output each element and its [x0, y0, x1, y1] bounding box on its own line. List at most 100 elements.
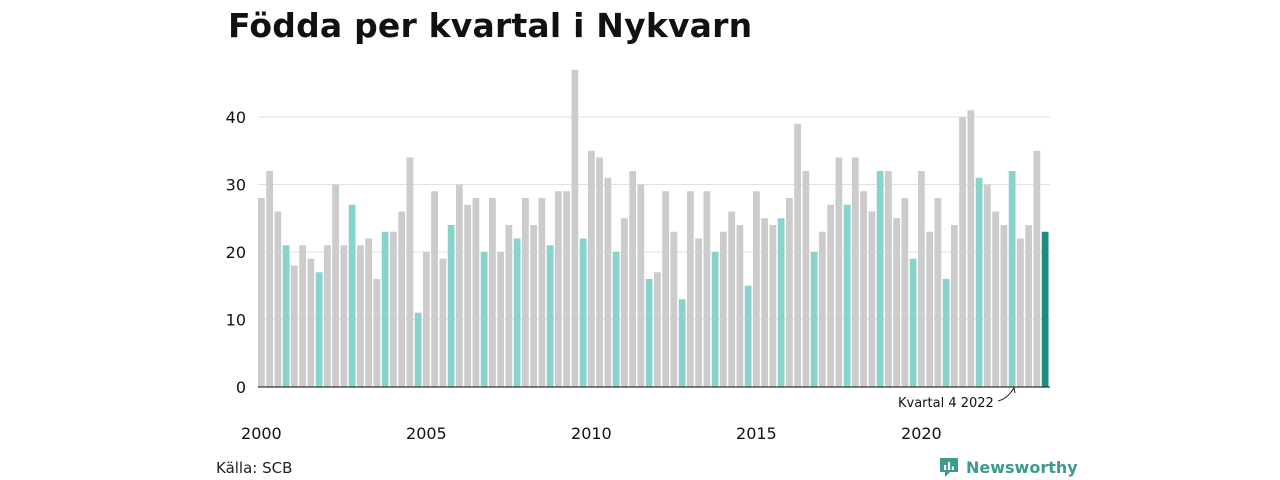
bar — [637, 184, 645, 387]
bar — [744, 285, 752, 387]
bar — [282, 245, 290, 387]
bar — [381, 231, 389, 387]
bar — [810, 252, 818, 387]
bar — [942, 279, 950, 387]
bar — [340, 245, 348, 387]
bar — [621, 218, 628, 387]
bar — [439, 258, 447, 387]
bar — [365, 238, 373, 387]
bar — [530, 225, 538, 387]
bar — [761, 218, 769, 387]
bar — [472, 198, 480, 387]
bar — [951, 225, 958, 387]
bar — [390, 231, 397, 387]
bar — [654, 272, 661, 387]
bar — [670, 231, 678, 387]
y-tick-label: 20 — [226, 243, 246, 262]
bar — [777, 218, 785, 387]
brand-logo[interactable]: Newsworthy — [938, 456, 1078, 478]
bar — [695, 238, 703, 387]
bar — [711, 252, 719, 387]
bar — [373, 279, 381, 387]
bar — [258, 198, 265, 387]
bar — [728, 211, 736, 387]
bar — [843, 204, 851, 387]
bar — [860, 191, 868, 387]
bar — [315, 272, 323, 387]
bar — [1033, 150, 1041, 387]
bar — [505, 225, 513, 387]
bar — [753, 191, 760, 387]
bar — [563, 191, 571, 387]
bar — [975, 177, 983, 387]
annotation-arrow — [997, 387, 1015, 402]
annotation-arrowhead — [1010, 386, 1016, 394]
bar — [959, 117, 967, 387]
bar — [893, 218, 901, 387]
bar — [662, 191, 670, 387]
bar — [266, 171, 274, 387]
x-tick-label: 2005 — [406, 424, 447, 443]
bar — [538, 198, 546, 387]
bar — [918, 171, 925, 387]
bar-chart: 0 10 20 30 40 2000 2005 2010 2015 2020 Kvartal 4 … — [226, 69, 1050, 443]
bar — [629, 171, 637, 387]
bar — [901, 198, 909, 387]
chart-title: Födda per kvartal i Nykvarn — [228, 6, 753, 45]
bar — [513, 238, 521, 387]
x-tick-label: 2010 — [571, 424, 612, 443]
newsworthy-logo-icon — [940, 458, 958, 477]
bar — [992, 211, 1000, 387]
bar — [357, 245, 364, 387]
bar — [291, 265, 298, 387]
bar — [447, 225, 455, 387]
bar — [299, 245, 307, 387]
bar — [720, 231, 727, 387]
bar — [909, 258, 917, 387]
bar — [274, 211, 282, 387]
bar — [852, 157, 859, 387]
bar — [579, 238, 587, 387]
source-note: Källa: SCB — [216, 459, 293, 477]
bar — [1025, 225, 1033, 387]
bar — [769, 225, 777, 387]
bar — [1008, 171, 1016, 387]
bar — [703, 191, 711, 387]
bar — [885, 171, 892, 387]
bar — [1041, 231, 1049, 387]
bar — [794, 123, 802, 387]
y-tick-label: 30 — [226, 176, 246, 195]
brand-name: Newsworthy — [966, 457, 1078, 477]
bar — [555, 191, 562, 387]
bar — [835, 157, 843, 387]
bar — [596, 157, 604, 387]
bar — [926, 231, 934, 387]
bar — [967, 110, 975, 387]
bar — [546, 245, 554, 387]
bar — [464, 204, 472, 387]
bar — [678, 299, 686, 387]
bar — [868, 211, 876, 387]
bar — [332, 184, 340, 387]
bar — [414, 312, 422, 387]
bar — [802, 171, 810, 387]
x-tick-label: 2020 — [901, 424, 942, 443]
bar — [497, 252, 505, 387]
bar — [348, 204, 356, 387]
bar — [522, 198, 529, 387]
bar — [604, 177, 612, 387]
bar — [934, 198, 942, 387]
bar — [307, 258, 315, 387]
bar — [588, 150, 595, 387]
bar — [431, 191, 439, 387]
x-tick-label: 2000 — [241, 424, 282, 443]
bar — [456, 184, 463, 387]
y-tick-label: 40 — [226, 108, 246, 127]
bar — [612, 252, 620, 387]
bar — [489, 198, 496, 387]
bar — [819, 231, 826, 387]
y-tick-label: 10 — [226, 311, 246, 330]
bar — [876, 171, 884, 387]
bar — [398, 211, 406, 387]
bar — [984, 184, 991, 387]
